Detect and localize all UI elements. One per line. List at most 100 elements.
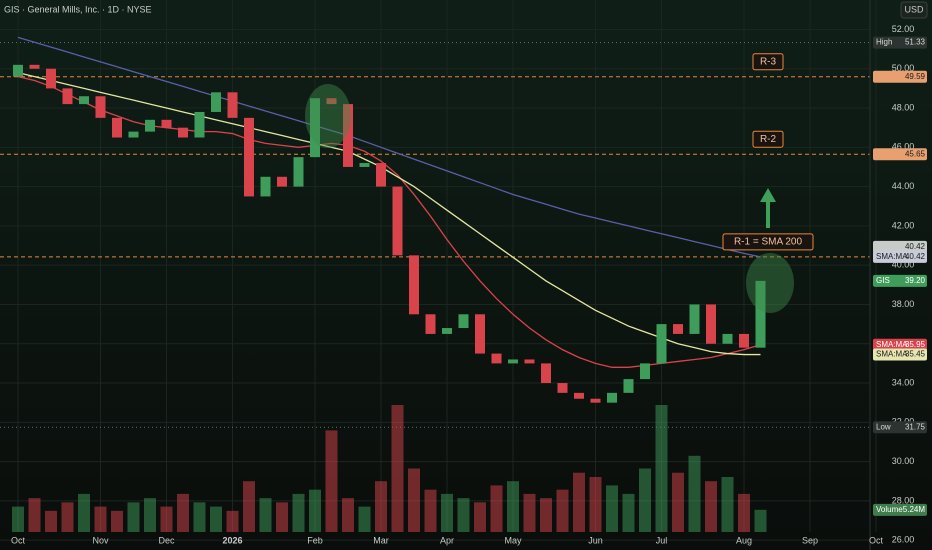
x-tick-label: 2026 (222, 535, 242, 545)
candle-body (79, 96, 89, 105)
volume-bar (738, 493, 750, 532)
volume-bar (639, 468, 651, 532)
candle-body (491, 353, 502, 364)
plot (0, 36, 870, 532)
highlight-ellipse (746, 253, 794, 313)
candle-body (722, 333, 733, 344)
volume-bar (424, 489, 437, 532)
low-tag-label: Low (876, 422, 891, 431)
candle-body (46, 68, 56, 89)
candle-body (739, 333, 749, 348)
currency-box[interactable] (900, 1, 928, 19)
y-tick-label: 38.00 (892, 299, 915, 309)
volume-bar (705, 481, 717, 532)
candle-body (145, 119, 155, 132)
volume-bar (259, 498, 272, 532)
volume-bar (721, 476, 734, 532)
level-box (752, 130, 784, 148)
volume-bar (28, 498, 41, 532)
volume-bar (292, 493, 305, 532)
sma-tag-box (873, 338, 927, 351)
candle-body (640, 363, 650, 380)
volume-bar (12, 506, 24, 532)
y-tick-label: 28.00 (892, 495, 915, 505)
sma-tag-value: 40.42 (905, 252, 926, 261)
volume-bar (573, 472, 585, 532)
candle-body (458, 314, 469, 329)
volume-bar (144, 498, 156, 532)
volume-bar (391, 405, 404, 532)
x-tick-label: Jun (588, 535, 603, 545)
volume-bar (589, 476, 602, 532)
volume-bar (540, 498, 552, 532)
x-tick-label: Nov (92, 535, 109, 545)
volume-bar (45, 510, 57, 532)
volume-bar (606, 485, 618, 532)
volume-bar (325, 430, 338, 532)
high-tag-value: 51.33 (905, 38, 926, 47)
chart-title: GIS · General Mills, Inc. · 1D · NYSE (4, 4, 152, 14)
volume-bar (276, 502, 288, 532)
volume-bar (358, 506, 371, 532)
volume-tag-label: Volume (876, 505, 903, 514)
x-tick-label: Dec (158, 535, 175, 545)
y-tick-label: 50.00 (892, 63, 915, 73)
volume-bar (474, 502, 486, 532)
candle-body (178, 127, 188, 138)
candle-body (524, 359, 535, 364)
level-label: R-1 = SMA 200 (734, 237, 803, 248)
candle-body (673, 324, 683, 334)
low-tag-box (873, 421, 927, 434)
sma-tag-box (873, 250, 927, 263)
x-tick-label: Oct (11, 535, 26, 545)
level-label: R-3 (760, 56, 777, 67)
volume-bar (655, 405, 668, 532)
sma-tag-box (873, 348, 927, 361)
sma-line (17, 75, 761, 368)
candle-body (211, 92, 221, 112)
volume-bar (193, 502, 206, 532)
volume-bar (226, 510, 239, 532)
candle-body (574, 392, 584, 399)
sma-line (17, 72, 761, 356)
level-tag-box (873, 148, 927, 161)
y-tick-label: 46.00 (892, 142, 915, 152)
candle-body (128, 131, 139, 138)
volume-bar (342, 498, 354, 532)
volume-tag-box (873, 503, 927, 516)
sma-tag-value: 35.95 (905, 340, 926, 349)
level-box (722, 233, 814, 251)
level-tag-box (873, 70, 927, 83)
candle-body (359, 163, 370, 167)
volume-bar (672, 472, 684, 532)
candle-body (343, 104, 353, 167)
volume-bar (754, 509, 767, 532)
candle-body (62, 88, 73, 105)
x-tick-label: Oct (869, 535, 884, 545)
candle-body (475, 314, 485, 354)
level-tag-box (873, 240, 927, 253)
x-tick-label: Aug (736, 535, 752, 545)
level-tag-value: 49.59 (905, 72, 926, 81)
sma-tag-label: SMA:MA (876, 252, 908, 261)
currency[interactable]: USD (904, 4, 924, 14)
candle-body (95, 96, 106, 118)
candle-body (244, 117, 254, 197)
y-tick-label: 44.00 (892, 181, 915, 191)
volume-bar (408, 468, 420, 532)
up-arrow (760, 188, 776, 228)
sma-tag-label: SMA:MA (876, 350, 908, 359)
sma-tag-label: SMA:MA (876, 340, 908, 349)
level-label: R-2 (760, 134, 777, 145)
candle-body (607, 392, 617, 403)
volume-bar (210, 506, 222, 532)
volume-bar (622, 493, 635, 532)
candle-body (13, 64, 23, 77)
volume-bar (490, 485, 503, 532)
volume-bar (78, 493, 90, 532)
candle-body (706, 304, 716, 344)
candle-body (326, 98, 337, 105)
candle-body (260, 176, 271, 197)
sma-line (17, 36, 761, 258)
